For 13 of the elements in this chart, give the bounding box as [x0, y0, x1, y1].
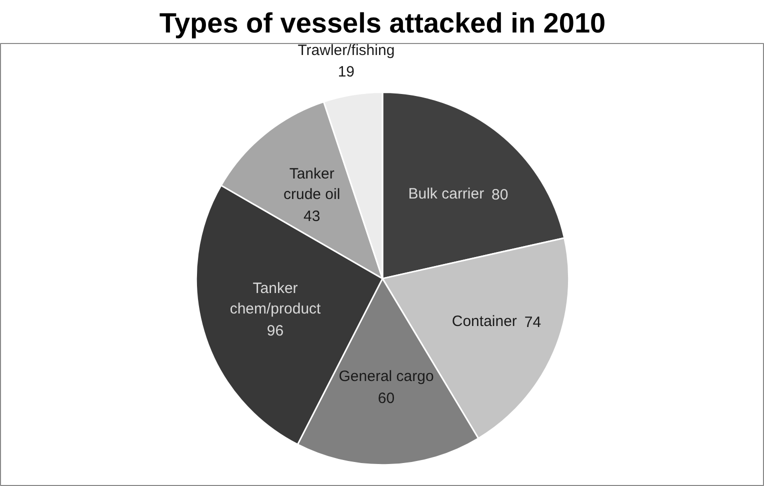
chart-title: Types of vessels attacked in 2010: [159, 8, 606, 38]
slice-label: General cargo: [338, 368, 434, 386]
data-label: 19: [338, 64, 355, 81]
slice-label: Trawler/fishing: [298, 42, 395, 59]
data-label: 80: [492, 186, 508, 204]
slice-label: Bulk carrier: [408, 185, 484, 202]
slice-label: Tanker crude oil: [283, 165, 340, 203]
slice-label: Tanker chem/product: [230, 280, 322, 318]
data-label: 60: [378, 390, 395, 407]
data-label: 43: [304, 208, 320, 225]
data-label: 74: [524, 314, 542, 331]
data-label: 96: [266, 322, 284, 340]
slice-label: Container: [452, 312, 517, 330]
